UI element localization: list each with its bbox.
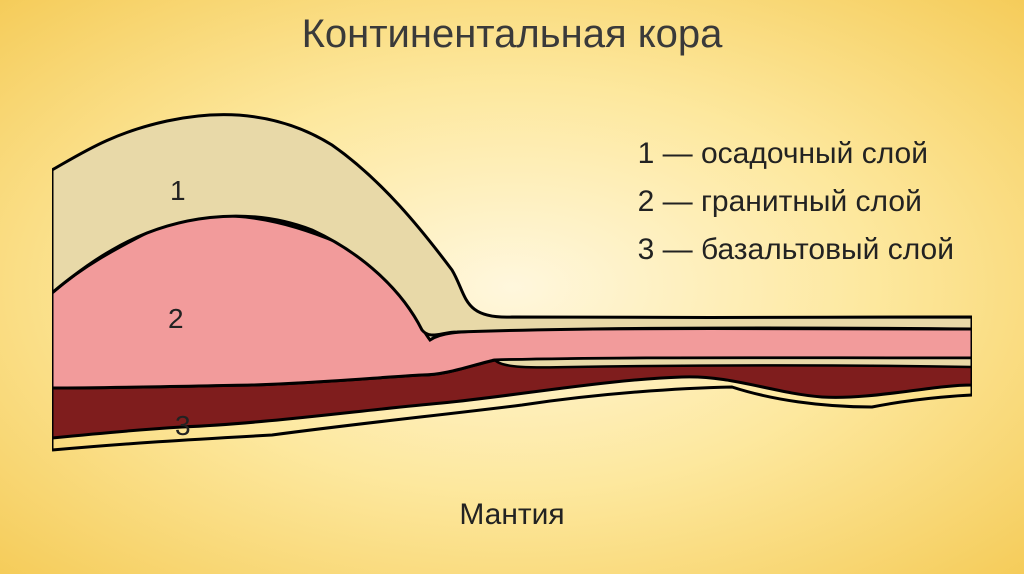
legend-num-3: 3 xyxy=(638,233,655,266)
legend-item-3: 3 — базальтовый слой xyxy=(638,226,954,274)
layer-label-2: 2 xyxy=(168,303,184,335)
legend-label-1: осадочный слой xyxy=(701,137,928,170)
ocean-sediment-strip xyxy=(495,358,972,368)
layer-label-1: 1 xyxy=(170,175,186,207)
legend-label-2: гранитный слой xyxy=(701,185,922,218)
legend-item-1: 1 — осадочный слой xyxy=(638,130,954,178)
mantle-label: Мантия xyxy=(0,498,1024,532)
legend-num-2: 2 xyxy=(638,185,655,218)
legend-item-2: 2 — гранитный слой xyxy=(638,178,954,226)
page-title: Континентальная кора xyxy=(0,12,1024,57)
legend: 1 — осадочный слой 2 — гранитный слой 3 … xyxy=(638,130,954,274)
legend-num-1: 1 xyxy=(638,137,655,170)
legend-label-3: базальтовый слой xyxy=(701,233,954,266)
layer-label-3: 3 xyxy=(175,410,191,442)
